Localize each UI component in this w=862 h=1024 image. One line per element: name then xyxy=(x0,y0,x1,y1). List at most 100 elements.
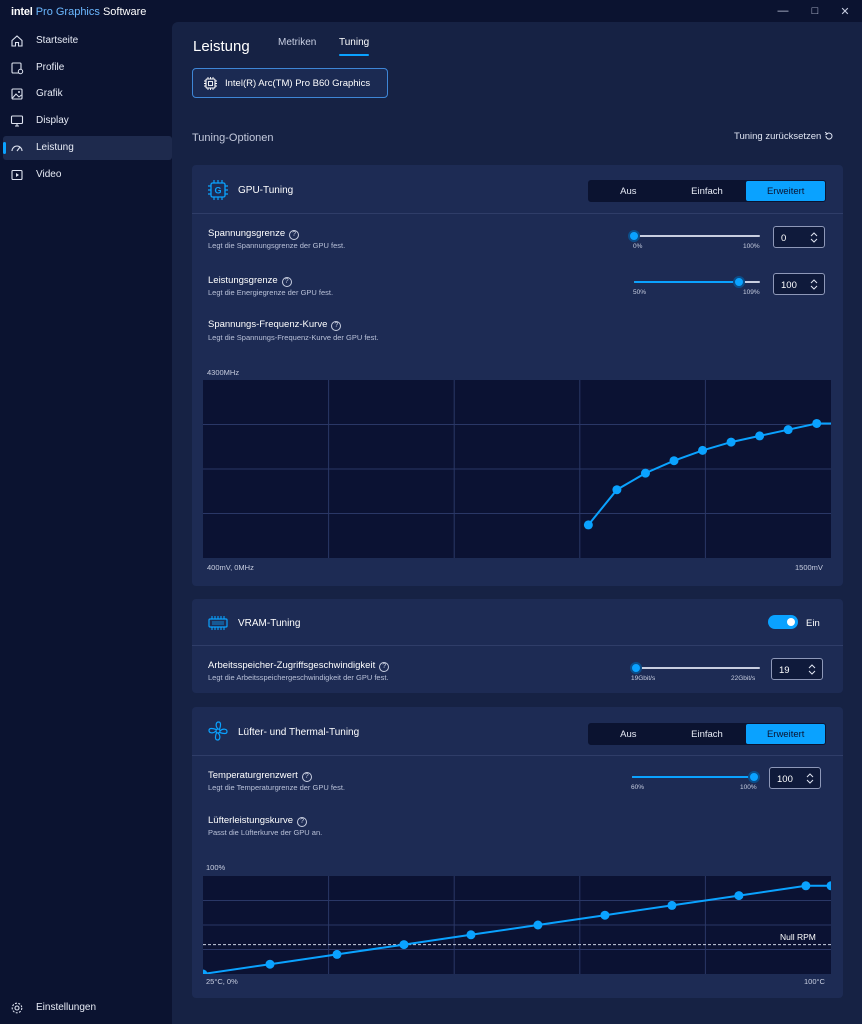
memory-icon xyxy=(208,616,228,630)
curve-point[interactable] xyxy=(533,920,543,930)
temp-limit-label: Temperaturgrenzwert? xyxy=(208,770,312,782)
mode-advanced-button[interactable]: Erweitert xyxy=(746,724,826,744)
help-icon[interactable]: ? xyxy=(301,772,312,782)
curve-point[interactable] xyxy=(399,940,409,950)
tab-tuning[interactable]: Tuning xyxy=(339,37,370,48)
curve-point[interactable] xyxy=(332,949,342,959)
spinner-icon[interactable] xyxy=(807,663,817,676)
fan-x-max-label: 100°C xyxy=(804,977,825,986)
help-icon[interactable]: ? xyxy=(379,662,390,672)
slider-thumb[interactable] xyxy=(628,230,640,242)
main-panel: Leistung Metriken Tuning Intel(R) Arc(TM… xyxy=(172,22,862,1024)
chip-icon xyxy=(204,77,217,90)
curve-point[interactable] xyxy=(801,881,811,891)
fan-curve-chart[interactable] xyxy=(198,876,836,979)
reset-tuning-button[interactable]: Tuning zurücksetzen xyxy=(734,131,834,142)
temp-limit-input[interactable]: 100 xyxy=(769,767,821,789)
tab-metriken[interactable]: Metriken xyxy=(278,37,317,48)
curve-point[interactable] xyxy=(600,910,610,920)
mode-simple-button[interactable]: Einfach xyxy=(691,185,723,197)
temp-limit-slider[interactable] xyxy=(632,771,760,783)
curve-point[interactable] xyxy=(698,445,708,455)
memory-speed-input[interactable]: 19 xyxy=(771,658,823,680)
sidebar-item-label: Grafik xyxy=(36,88,63,99)
minimize-button[interactable]: — xyxy=(777,5,789,17)
curve-point[interactable] xyxy=(726,437,736,447)
slider-thumb[interactable] xyxy=(732,276,745,288)
help-icon[interactable]: ? xyxy=(331,321,342,331)
spinner-icon[interactable] xyxy=(809,278,819,291)
mode-advanced-button[interactable]: Erweitert xyxy=(746,181,826,201)
zero-rpm-label: Null RPM xyxy=(780,932,816,942)
gpu-selector-label: Intel(R) Arc(TM) Pro B60 Graphics xyxy=(225,78,371,89)
active-indicator xyxy=(3,142,6,154)
gpu-tuning-card: G GPU-Tuning Aus Einfach Erweitert Spann… xyxy=(192,165,846,586)
vram-tuning-toggle[interactable] xyxy=(768,615,798,629)
page-title: Leistung xyxy=(193,38,250,55)
brand-intel: intel xyxy=(11,6,33,18)
maximize-button[interactable]: □ xyxy=(811,5,819,17)
curve-point[interactable] xyxy=(466,930,476,940)
sidebar-item-display[interactable]: Display xyxy=(3,109,172,133)
section-title: Tuning-Optionen xyxy=(192,132,274,144)
sidebar-item-label: Einstellungen xyxy=(36,1002,97,1013)
slider-min-label: 0% xyxy=(633,243,643,250)
sidebar-item-label: Video xyxy=(36,169,62,180)
sidebar-item-leistung[interactable]: Leistung xyxy=(3,136,172,160)
memory-speed-slider[interactable] xyxy=(630,662,760,674)
profile-icon xyxy=(11,62,24,75)
vf-curve-chart[interactable] xyxy=(203,380,846,558)
curve-point[interactable] xyxy=(667,900,677,910)
help-icon[interactable]: ? xyxy=(289,230,300,240)
mode-off-button[interactable]: Aus xyxy=(620,728,637,740)
fan-curve-plot[interactable] xyxy=(198,876,836,979)
vf-curve-label: Spannungs-Frequenz-Kurve? xyxy=(208,319,342,331)
help-icon[interactable]: ? xyxy=(297,817,308,827)
gpu-tuning-header: G GPU-Tuning Aus Einfach Erweitert xyxy=(192,165,843,214)
spinner-icon[interactable] xyxy=(809,231,819,244)
curve-point[interactable] xyxy=(783,425,793,435)
voltage-limit-slider[interactable] xyxy=(628,230,760,242)
sidebar-item-label: Profile xyxy=(36,62,65,73)
brand-software: Software xyxy=(102,6,147,18)
spinner-icon[interactable] xyxy=(805,772,815,785)
curve-point[interactable] xyxy=(265,959,275,969)
curve-point[interactable] xyxy=(669,456,679,466)
vf-curve-plot[interactable] xyxy=(203,380,846,558)
mode-off-button[interactable]: Aus xyxy=(620,185,637,197)
curve-point[interactable] xyxy=(612,485,622,495)
curve-point[interactable] xyxy=(583,520,593,530)
home-icon xyxy=(11,35,23,47)
curve-point[interactable] xyxy=(812,418,822,428)
power-limit-slider[interactable] xyxy=(634,276,760,288)
gpu-chip-letter: G xyxy=(214,186,221,196)
close-button[interactable]: ✕ xyxy=(840,5,850,18)
curve-point[interactable] xyxy=(640,468,650,478)
sidebar-item-einstellungen[interactable]: Einstellungen xyxy=(3,996,172,1020)
curve-point[interactable] xyxy=(734,891,744,901)
vf-origin-label: 400mV, 0MHz xyxy=(207,563,254,572)
sidebar-item-profile[interactable]: Profile xyxy=(3,56,172,80)
curve-line xyxy=(587,422,846,526)
power-limit-input[interactable]: 100 xyxy=(773,273,825,295)
voltage-limit-description: Legt die Spannungsgrenze der GPU fest. xyxy=(208,241,346,250)
vram-tuning-title: VRAM-Tuning xyxy=(238,618,301,629)
help-icon[interactable]: ? xyxy=(281,277,292,287)
power-limit-description: Legt die Energiegrenze der GPU fest. xyxy=(208,288,334,297)
sidebar-item-startseite[interactable]: Startseite xyxy=(3,29,172,53)
curve-point[interactable] xyxy=(755,431,765,441)
voltage-limit-input[interactable]: 0 xyxy=(773,226,825,248)
curve-point[interactable] xyxy=(826,881,836,891)
sidebar-item-grafik[interactable]: Grafik xyxy=(3,82,172,106)
slider-thumb[interactable] xyxy=(748,771,760,783)
slider-thumb[interactable] xyxy=(630,662,642,674)
app-title: intel Pro Graphics Software xyxy=(11,6,146,18)
sidebar-item-video[interactable]: Video xyxy=(3,163,172,187)
gpu-chip-icon: G xyxy=(208,180,228,200)
curve-point[interactable] xyxy=(198,969,208,979)
memory-speed-description: Legt die Arbeitsspeichergeschwindigkeit … xyxy=(208,673,389,682)
brand-pro-graphics: Pro Graphics xyxy=(35,6,100,18)
gpu-selector[interactable]: Intel(R) Arc(TM) Pro B60 Graphics xyxy=(192,68,388,98)
vf-curve-description: Legt die Spannungs-Frequenz-Kurve der GP… xyxy=(208,333,379,342)
mode-simple-button[interactable]: Einfach xyxy=(691,728,723,740)
